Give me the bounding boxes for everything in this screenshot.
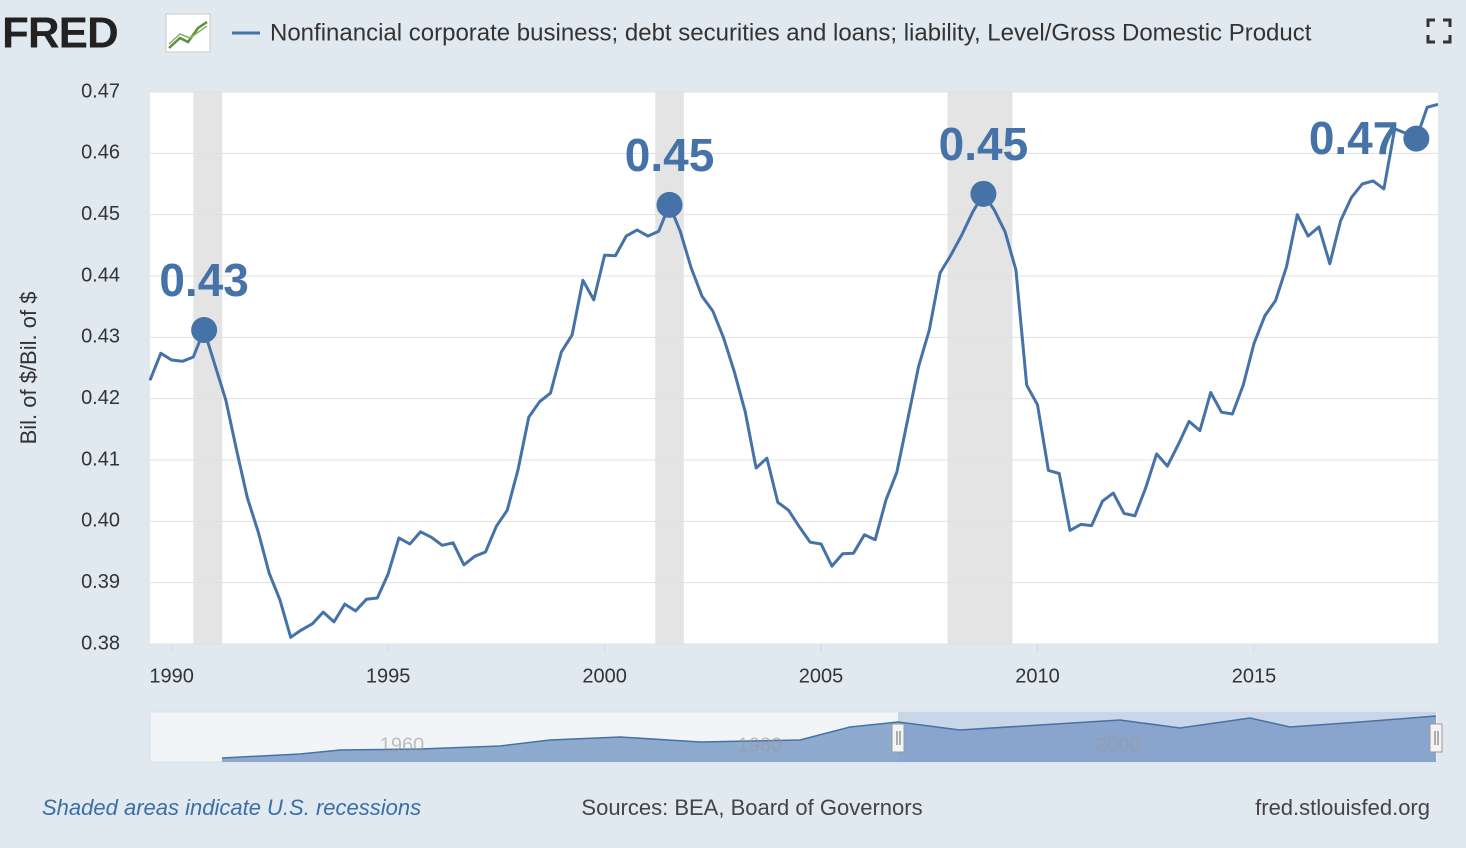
site-link[interactable]: fred.stlouisfed.org [1255,795,1430,820]
recession-note[interactable]: Shaded areas indicate U.S. recessions [42,795,421,820]
y-tick-label: 0.43 [81,326,120,348]
y-tick-label: 0.40 [81,510,120,532]
logo: FRED [2,9,118,58]
recession-band [655,92,684,644]
y-tick-label: 0.46 [81,142,120,164]
peak-marker [656,191,683,218]
x-tick-label: 2005 [799,665,844,687]
x-tick-label: 1990 [149,665,194,687]
fullscreen-button[interactable] [1426,18,1452,44]
legend-title: Nonfinancial corporate business; debt se… [270,19,1312,46]
x-tick-label: 2000 [582,665,627,687]
sources: Sources: BEA, Board of Governors [581,795,922,820]
y-tick-label: 0.47 [81,80,120,102]
y-tick-label: 0.39 [81,571,120,593]
plot-area [150,92,1438,644]
recession-band [947,92,1013,644]
navigator[interactable] [149,711,1443,763]
x-tick-label: 1995 [366,665,411,687]
navigator-label: 1960 [380,734,425,756]
logo-icon [165,13,211,53]
series-line [148,102,1439,639]
y-tick-label: 0.44 [81,264,120,286]
y-tick-label: 0.41 [81,448,120,470]
x-tick-label: 2010 [1015,665,1060,687]
y-tick-label: 0.38 [81,632,120,654]
value-label: 0.45 [939,118,1029,170]
navigator-label: 2000 [1096,734,1141,756]
y-tick-label: 0.42 [81,387,120,409]
recession-band [193,92,223,644]
y-axis-label: Bil. of $/Bil. of $ [16,292,41,445]
y-tick-label: 0.45 [81,203,120,225]
x-tick-label: 2015 [1232,665,1277,687]
value-label: 0.45 [625,129,715,181]
peak-marker [1403,125,1430,152]
value-label: 0.43 [159,254,249,306]
peak-marker [970,180,997,207]
peak-marker [191,316,218,343]
value-label: 0.47 [1309,112,1399,164]
navigator-label: 1980 [738,734,783,756]
